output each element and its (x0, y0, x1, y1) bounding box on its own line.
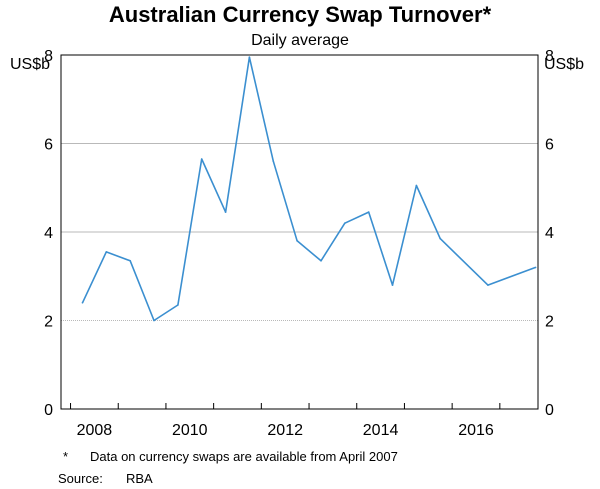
chart-subtitle: Daily average (251, 32, 349, 49)
data-point (177, 304, 179, 306)
x-tick-label: 2016 (458, 422, 494, 439)
data-point (105, 251, 108, 253)
data-point (487, 284, 489, 286)
y-tick-label-right: 8 (545, 48, 554, 65)
data-point (200, 158, 203, 160)
data-point (296, 240, 298, 242)
data-point (534, 266, 537, 269)
y-tick-label-left: 0 (44, 402, 53, 419)
x-tick-label: 2014 (363, 422, 399, 439)
footnote-text: Data on currency swaps are available fro… (90, 449, 398, 464)
data-point (153, 319, 155, 322)
chart-title: Australian Currency Swap Turnover* (108, 2, 492, 27)
plot-frame (60, 54, 539, 410)
y-tick-label-right: 6 (545, 137, 554, 154)
y-tick-label-left: 8 (44, 48, 53, 65)
data-point (248, 56, 251, 59)
data-point (344, 222, 346, 224)
y-tick-label-left: 4 (44, 225, 53, 242)
data-point (272, 160, 275, 162)
y-tick-label-left: 2 (44, 314, 53, 331)
x-tick-label: 2008 (77, 422, 113, 439)
data-point (415, 184, 418, 187)
data-point (391, 284, 394, 286)
y-axis-label-left: US$b (10, 56, 50, 73)
y-tick-label-right: 0 (545, 402, 554, 419)
data-point (320, 259, 322, 262)
y-axis-label-right: US$b (544, 56, 584, 73)
x-tick-label: 2012 (267, 422, 303, 439)
y-tick-label-right: 4 (545, 225, 554, 242)
data-point (439, 237, 442, 240)
data-point (367, 211, 370, 213)
y-tick-label-left: 6 (44, 137, 53, 154)
source-text: RBA (126, 471, 153, 486)
series-line (81, 56, 536, 322)
data-point (129, 259, 131, 262)
x-tick-label: 2010 (172, 422, 208, 439)
y-tick-label-right: 2 (545, 314, 554, 331)
footnote-marker: * (63, 449, 69, 464)
source-label: Source: (58, 471, 103, 486)
data-point (224, 211, 227, 213)
data-point (81, 302, 84, 304)
